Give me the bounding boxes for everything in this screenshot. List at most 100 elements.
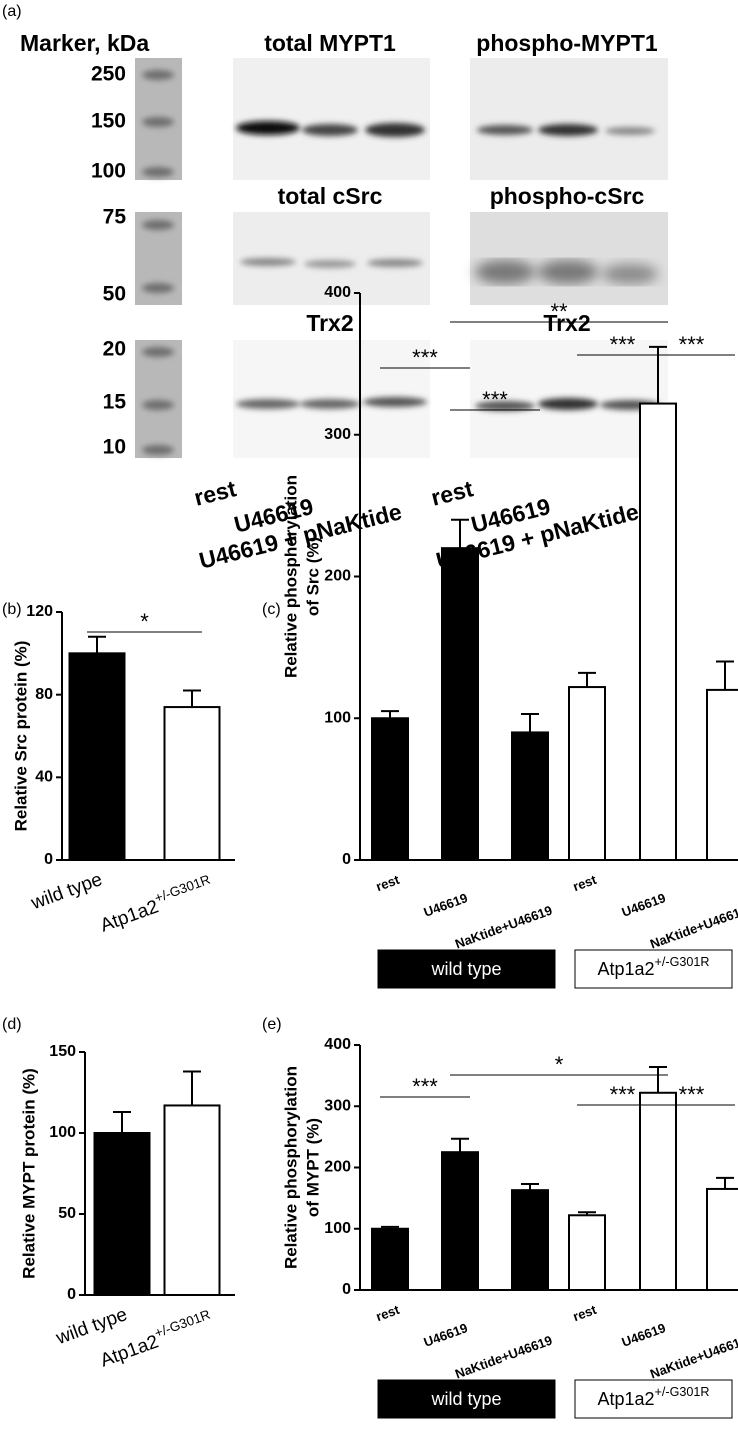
x-tick-label: U46619: [422, 1320, 470, 1350]
bar: [93, 1132, 151, 1296]
y-tick-label: 0: [342, 1281, 351, 1298]
y-tick-label: 150: [49, 1043, 76, 1060]
group-box: [377, 1379, 556, 1419]
x-tick-label: NaKtide+U46619: [453, 1332, 554, 1381]
panel-label: (b): [2, 601, 22, 618]
panel-label: (a): [2, 3, 22, 20]
x-tick-label: U46619: [620, 890, 668, 920]
bar: [163, 1104, 221, 1296]
significance-label: ***: [482, 387, 508, 412]
y-axis-label: Relative phosphorylation: [281, 1066, 300, 1269]
bar: [639, 402, 677, 861]
y-tick-label: 50: [58, 1205, 76, 1222]
x-tick-label: rest: [571, 872, 599, 894]
blot-header: total cSrc: [278, 183, 383, 209]
x-tick-label: wild type: [28, 869, 106, 914]
error-bar: [578, 1211, 596, 1216]
bar: [511, 731, 549, 861]
y-tick-label: 80: [35, 686, 53, 703]
group-box: [574, 1379, 733, 1419]
significance-label: ***: [679, 332, 705, 357]
x-tick-label: NaKtide+U46619: [648, 1332, 738, 1381]
x-tick-label: rest: [571, 1302, 599, 1324]
x-tick-label: wild type: [53, 1304, 131, 1349]
marker-label: 150: [91, 110, 126, 133]
blot-header: Trx2: [306, 310, 353, 336]
y-axis-label: Relative MYPT protein (%): [19, 1068, 38, 1279]
error-bar: [716, 1176, 734, 1189]
error-bar: [521, 1183, 539, 1191]
bar: [441, 547, 479, 862]
x-tick-label: U46619: [620, 1320, 668, 1350]
x-tick-label: U46619: [422, 890, 470, 920]
panel-label: (c): [262, 601, 281, 618]
group-box: [377, 949, 556, 989]
error-bar: [451, 1137, 469, 1153]
x-tick-label: NaKtide+U46619: [453, 902, 554, 951]
bar: [163, 706, 221, 861]
significance-label: *: [140, 609, 149, 634]
marker-label: 75: [103, 206, 127, 229]
blot-header: phospho-cSrc: [490, 183, 645, 209]
y-tick-label: 100: [49, 1124, 76, 1141]
error-bar: [649, 1066, 667, 1093]
significance-label: ***: [610, 1082, 636, 1107]
bar: [511, 1189, 549, 1291]
error-bar: [381, 710, 399, 719]
y-tick-label: 0: [67, 1286, 76, 1303]
x-tick-label: rest: [374, 1302, 402, 1324]
lane-label: rest: [428, 475, 476, 511]
bar: [639, 1091, 677, 1292]
marker-lane: [135, 58, 182, 458]
bar: [441, 1151, 479, 1291]
y-tick-label: 300: [324, 1097, 351, 1114]
bar: [568, 1214, 606, 1292]
significance-label: ***: [679, 1082, 705, 1107]
blot-header: total MYPT1: [264, 30, 396, 56]
bar: [68, 652, 126, 861]
panel-label: (d): [2, 1016, 22, 1033]
significance-label: **: [550, 299, 568, 324]
bar: [371, 1227, 409, 1291]
y-tick-label: 200: [324, 1159, 351, 1176]
y-axis-label: of Src (%): [303, 537, 322, 616]
y-tick-label: 40: [35, 769, 53, 786]
marker-label: 250: [91, 63, 126, 86]
marker-label: 20: [103, 338, 126, 361]
y-axis-label: of MYPT (%): [303, 1118, 322, 1217]
group-label: wild type: [430, 1389, 501, 1409]
significance-label: ***: [412, 345, 438, 370]
x-tick-label: rest: [374, 872, 402, 894]
error-bar: [183, 1070, 201, 1106]
x-tick-label: NaKtide+U46619: [648, 902, 738, 951]
marker-label: 100: [91, 160, 126, 183]
blot-images: [233, 58, 668, 458]
lane-label: rest: [191, 475, 239, 511]
error-bar: [716, 660, 734, 690]
error-bar: [113, 1110, 131, 1133]
bar: [371, 717, 409, 861]
bar: [568, 686, 606, 861]
blot-header: Trx2: [543, 310, 590, 336]
bar: [706, 1187, 738, 1291]
significance-label: *: [555, 1052, 564, 1077]
x-tick-label: Atp1a2+/-G301R: [96, 872, 216, 937]
error-bar: [521, 712, 539, 733]
marker-label: 10: [103, 436, 126, 459]
y-tick-label: 0: [44, 851, 53, 868]
panel-label: (e): [262, 1016, 282, 1033]
y-tick-label: 120: [26, 603, 53, 620]
error-bar: [451, 518, 469, 549]
error-bar: [578, 671, 596, 688]
marker-label: 50: [103, 283, 126, 306]
error-bar: [88, 635, 106, 654]
y-tick-label: 100: [324, 709, 351, 726]
y-tick-label: 400: [324, 284, 351, 301]
y-tick-label: 0: [342, 851, 351, 868]
bar: [706, 688, 738, 862]
significance-label: ***: [610, 332, 636, 357]
y-axis-label: Relative phosphorylation: [281, 475, 300, 678]
group-box: [574, 949, 733, 989]
